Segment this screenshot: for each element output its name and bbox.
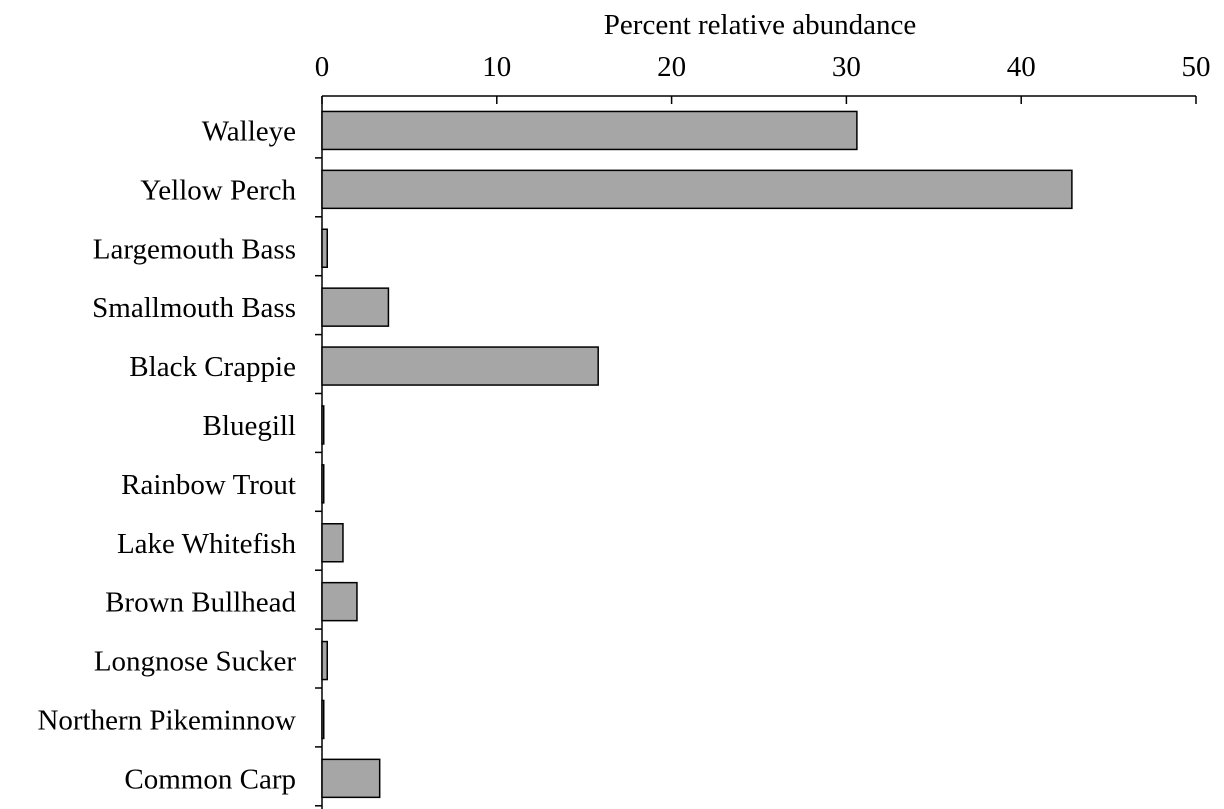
category-label: Longnose Sucker <box>94 646 296 678</box>
x-tick-label: 30 <box>832 51 861 83</box>
category-label: Smallmouth Bass <box>92 292 296 324</box>
category-label: Rainbow Trout <box>121 469 296 501</box>
category-label: Largemouth Bass <box>93 233 296 265</box>
category-label: Walleye <box>202 115 296 147</box>
bar <box>321 523 344 563</box>
x-axis-ticks: 0 10 20 30 40 50 <box>315 51 1211 807</box>
category-labels: Walleye Yellow Perch Largemouth Bass Smallm… <box>37 115 296 795</box>
category-label: Yellow Perch <box>140 174 296 206</box>
category-label: Lake Whitefish <box>117 528 297 560</box>
x-tick-label: 50 <box>1182 51 1211 83</box>
x-axis-title: Percent relative abundance <box>604 9 916 41</box>
x-tick-label: 0 <box>315 51 330 83</box>
bar <box>321 287 390 327</box>
category-label: Northern Pikeminnow <box>37 704 296 736</box>
bar <box>321 464 325 504</box>
x-tick-label: 20 <box>657 51 686 83</box>
x-tick-label: 10 <box>482 51 511 83</box>
category-label: Bluegill <box>203 410 296 442</box>
bars <box>321 110 1073 799</box>
bar <box>321 581 358 622</box>
category-label: Common Carp <box>124 763 296 795</box>
bar <box>321 346 599 386</box>
bar <box>321 640 328 681</box>
category-label: Black Crappie <box>129 351 296 383</box>
bar <box>321 169 1073 210</box>
category-label: Brown Bullhead <box>105 587 296 619</box>
bar <box>321 228 328 268</box>
x-tick-label: 40 <box>1007 51 1036 83</box>
bar <box>321 405 325 445</box>
bar <box>321 758 381 799</box>
bar <box>321 110 858 151</box>
bar <box>321 699 325 740</box>
